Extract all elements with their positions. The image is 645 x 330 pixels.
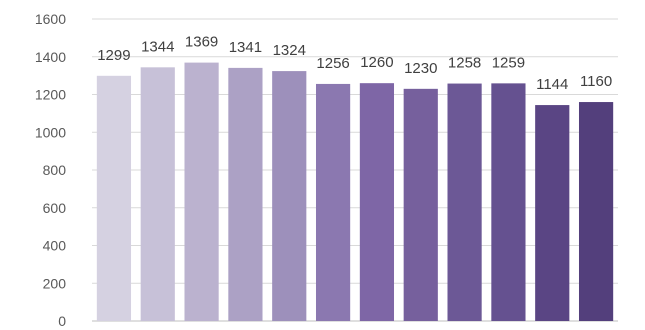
- data-label: 1230: [404, 60, 437, 77]
- y-tick-label: 800: [43, 162, 67, 178]
- bar: [140, 67, 175, 321]
- data-label: 1259: [492, 54, 525, 71]
- bar: [315, 83, 351, 322]
- bar: [491, 83, 526, 322]
- bar: [184, 62, 219, 321]
- data-label: 1324: [273, 42, 306, 59]
- y-tick-label: 1000: [35, 124, 66, 140]
- y-tick-label: 1400: [35, 49, 66, 65]
- data-label: 1260: [360, 54, 393, 71]
- y-axis-tick-labels: 0 200 400 600 800 1000 1200 1400 1600: [35, 11, 66, 329]
- data-label: 1160: [580, 73, 612, 90]
- y-tick-label: 400: [43, 238, 67, 254]
- bar: [228, 67, 263, 321]
- data-label: 1256: [316, 55, 349, 72]
- y-tick-label: 0: [58, 313, 66, 329]
- bar: [578, 102, 614, 321]
- data-label: 1144: [536, 76, 568, 93]
- data-label: 1369: [185, 34, 218, 51]
- data-label: 1341: [229, 39, 262, 56]
- y-tick-label: 1600: [35, 11, 66, 27]
- bar: [403, 88, 438, 322]
- bars: [96, 62, 614, 322]
- data-label: 1258: [448, 55, 481, 72]
- y-tick-label: 1200: [35, 87, 66, 103]
- bar: [447, 83, 482, 322]
- bar: [96, 75, 132, 321]
- data-labels: 1299 1344 1369 1341 1324 1256 1260 1230 1258 1259…: [97, 34, 612, 93]
- gridlines: [92, 18, 618, 322]
- bar: [535, 105, 570, 321]
- data-label: 1344: [141, 38, 174, 55]
- bar: [272, 71, 307, 321]
- y-tick-label: 600: [43, 200, 67, 216]
- y-tick-label: 200: [43, 275, 67, 291]
- data-label: 1299: [97, 47, 130, 64]
- bar: [359, 83, 395, 321]
